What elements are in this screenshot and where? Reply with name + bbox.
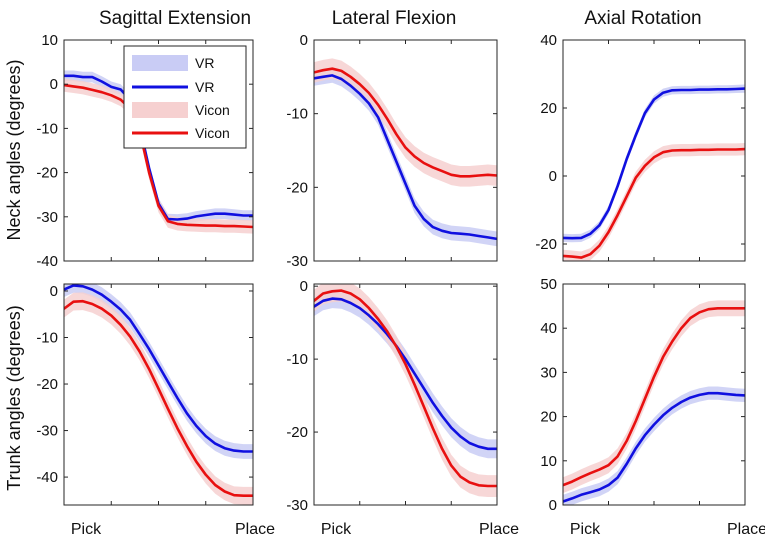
neck-sagittal-ytick-label: -10 [36, 120, 58, 137]
trunk-sagittal-ytick-label: -20 [36, 376, 58, 393]
neck-lateral-ytick-label: -10 [286, 106, 308, 123]
trunk-lateral-vr-band [314, 289, 497, 459]
legend-label-vr-line: VR [195, 79, 214, 95]
column-title-axial: Axial Rotation [584, 8, 701, 29]
trunk-axial-ytick-label: 40 [540, 320, 557, 337]
trunk-axial-ytick-label: 50 [540, 276, 557, 293]
trunk-sagittal-xtick-place: Place [235, 521, 275, 538]
trunk-lateral-ytick-label: -20 [286, 424, 308, 441]
neck-lateral-vicon-line [314, 67, 497, 178]
panel-neck-lateral: -30 -20 -10 0 [286, 32, 498, 270]
trunk-sagittal-vicon-line [64, 299, 253, 498]
trunk-lateral-vr-line [314, 297, 497, 451]
neck-sagittal-plot-area [64, 70, 253, 234]
neck-lateral-vicon-band [314, 58, 497, 187]
neck-sagittal-ytick-label: 0 [50, 76, 58, 93]
trunk-axial-vicon-band [563, 300, 745, 494]
trunk-lateral-ytick-label: 0 [300, 278, 308, 295]
trunk-axial-xtick-pick: Pick [570, 521, 601, 538]
panel-trunk-axial: 0 10 20 30 40 50 Pick Place [540, 276, 765, 538]
trunk-sagittal-vicon-band [64, 292, 253, 505]
legend-label-vicon-line: Vicon [195, 125, 230, 141]
trunk-sagittal-xtick-pick: Pick [71, 521, 102, 538]
trunk-lateral-plot-area [314, 284, 497, 497]
trunk-sagittal-ytick-label: 0 [50, 283, 58, 300]
legend: VR VR Vicon Vicon [123, 45, 247, 149]
trunk-lateral-vicon-line [314, 289, 497, 488]
row-label-trunk: Trunk angles (degrees) [4, 305, 24, 490]
neck-lateral-ytick-label: -20 [286, 179, 308, 196]
column-title-sagittal: Sagittal Extension [99, 8, 251, 29]
neck-sagittal-ytick-label: -30 [36, 209, 58, 226]
trunk-axial-ytick-label: 0 [549, 497, 557, 514]
legend-label-vr-band: VR [195, 55, 214, 71]
neck-sagittal-ytick-label: 10 [41, 32, 58, 49]
neck-lateral-ytick-label: 0 [300, 32, 308, 49]
neck-sagittal-ytick-label: -40 [36, 253, 58, 270]
neck-sagittal-vicon-line [64, 83, 253, 229]
panel-trunk-lateral: -30 -20 -10 0 Pick Place [286, 278, 519, 538]
row-label-neck: Neck angles (degrees) [4, 59, 24, 240]
trunk-sagittal-vr-line [64, 284, 253, 453]
trunk-axial-vr-band [563, 386, 745, 505]
trunk-sagittal-plot-area [64, 284, 253, 505]
trunk-axial-vr-line [563, 391, 745, 503]
neck-axial-plot-area [563, 84, 745, 261]
panel-neck-axial: -20 0 20 40 [535, 32, 746, 262]
legend-swatch-vr-band [132, 55, 188, 71]
trunk-axial-xtick-place: Place [727, 521, 765, 538]
trunk-lateral-xtick-place: Place [479, 521, 519, 538]
trunk-lateral-vicon-band [314, 284, 497, 497]
trunk-axial-ytick-label: 20 [540, 409, 557, 426]
neck-axial-vr-line [563, 87, 745, 240]
column-title-lateral: Lateral Flexion [332, 8, 457, 29]
neck-lateral-vr-line [314, 74, 497, 241]
neck-axial-ytick-label: 0 [549, 168, 557, 185]
legend-swatch-vicon-band [132, 102, 188, 118]
trunk-sagittal-ytick-label: -10 [36, 330, 58, 347]
panel-trunk-sagittal: -40 -30 -20 -10 0 Pick Place [36, 283, 275, 538]
neck-lateral-plot-area [314, 58, 497, 247]
neck-axial-ytick-label: -20 [535, 236, 557, 253]
trunk-sagittal-ytick-label: -30 [36, 423, 58, 440]
trunk-sagittal-ytick-label: -40 [36, 469, 58, 486]
trunk-lateral-ytick-label: -10 [286, 351, 308, 368]
trunk-sagittal-vr-band [64, 284, 253, 459]
trunk-axial-ytick-label: 10 [540, 453, 557, 470]
trunk-lateral-xtick-pick: Pick [321, 521, 352, 538]
trunk-axial-vicon-line [563, 306, 745, 487]
neck-axial-vicon-band [563, 143, 745, 261]
legend-label-vicon-band: Vicon [195, 102, 230, 118]
neck-axial-vicon-line [563, 147, 745, 259]
trunk-axial-ytick-label: 30 [540, 364, 557, 381]
neck-axial-ytick-label: 20 [540, 100, 557, 117]
neck-sagittal-ytick-label: -20 [36, 165, 58, 182]
neck-lateral-ytick-label: -30 [286, 253, 308, 270]
neck-sagittal-vr-band [64, 70, 253, 225]
panel-neck-sagittal: -40 -30 -20 -10 0 10 [36, 32, 254, 270]
neck-axial-ytick-label: 40 [540, 32, 557, 49]
trunk-lateral-ytick-label: -30 [286, 497, 308, 514]
trunk-axial-plot-area [563, 300, 745, 505]
